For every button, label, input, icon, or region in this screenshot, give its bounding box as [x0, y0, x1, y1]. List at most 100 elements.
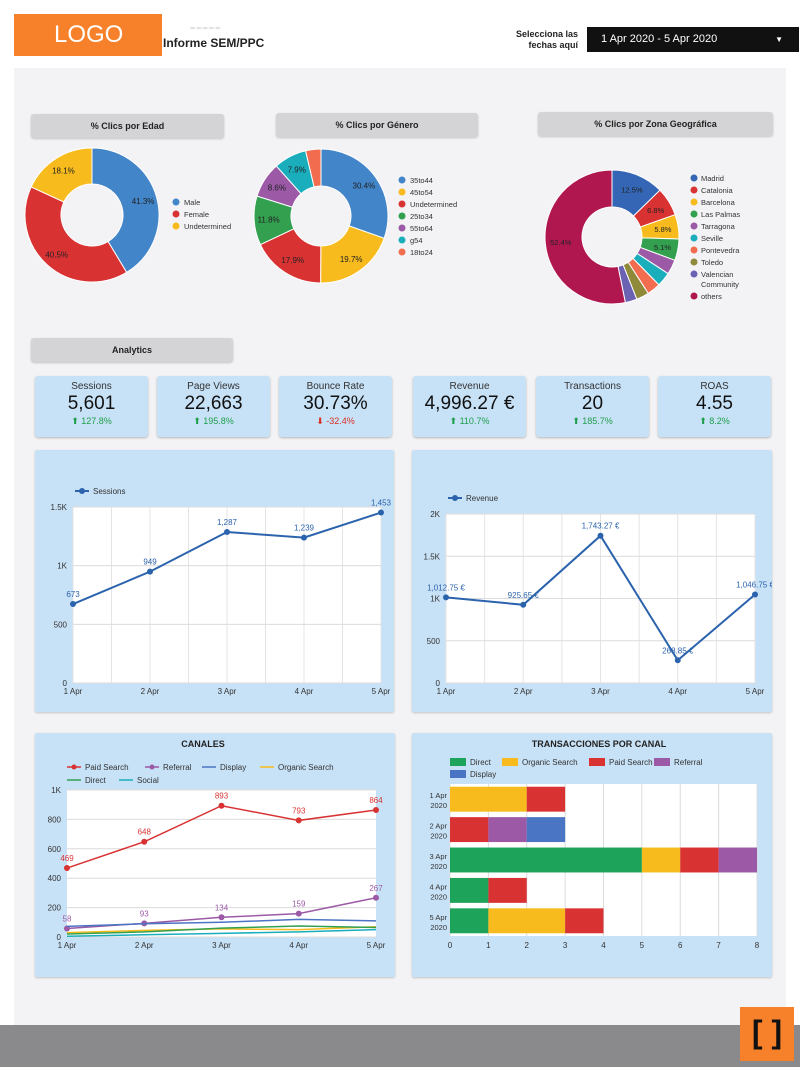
slice-male [91, 147, 160, 274]
y-tick-label: 600 [48, 845, 62, 854]
legend-marker [149, 764, 155, 770]
kpi-delta-value: -32.4% [326, 416, 355, 426]
bar-segment-direct [450, 877, 489, 903]
bar-segment-display [526, 817, 566, 843]
date-label: Selecciona las fechas aquí [515, 29, 578, 50]
legend-label: Referral [163, 763, 192, 772]
y-tick-label: 1K [430, 595, 440, 604]
date-range-value: 1 Apr 2020 - 5 Apr 2020 [601, 33, 718, 45]
kpi-label: Revenue [449, 381, 490, 392]
slice-label: 7.9% [288, 165, 306, 174]
kpi-card-roas: ROAS 4.55 ⬆ 8.2% [658, 376, 771, 437]
x-tick-label: 5 Apr [372, 687, 391, 696]
legend-swatch [450, 770, 466, 778]
age-donut-chart: 41.3% 40.5% 18.1% Male Female Undetermined [24, 147, 231, 283]
date-range-selector[interactable]: 1 Apr 2020 - 5 Apr 2020 ▼ [587, 27, 799, 52]
data-point [378, 509, 384, 516]
bar-segment-organic-search [450, 786, 527, 812]
bar-segment-paid-search [488, 877, 527, 903]
slice-others [544, 169, 626, 305]
data-label: 793 [292, 806, 306, 815]
arrow-up-icon: ⬆ [71, 416, 82, 426]
y-tick-label: 4 Apr [429, 882, 447, 891]
geo-title: % Clics por Zona Geográfica [538, 112, 773, 136]
kpi-delta: ⬆ 8.2% [658, 416, 771, 427]
legend-label: others [701, 292, 722, 301]
legend-label: Toledo [701, 258, 723, 267]
x-tick-label: 3 [563, 941, 568, 950]
y-tick-label: 0 [436, 679, 441, 688]
data-label: 268.85 € [662, 646, 694, 655]
y-tick-label: 500 [54, 620, 68, 629]
legend-label: Sessions [93, 487, 125, 496]
x-tick-label: 6 [678, 941, 683, 950]
legend-label: Las Palmas [701, 210, 740, 219]
slice-18to24 [304, 148, 322, 188]
x-tick-label: 7 [716, 941, 721, 950]
legend-swatch [589, 758, 605, 766]
bar-segment-paid-search [680, 847, 719, 873]
legend-label: Revenue [466, 494, 499, 503]
header-bar: LOGO ~~~~~ Informe SEM/PPC Selecciona la… [0, 0, 800, 66]
data-label: 58 [63, 914, 72, 923]
data-point [64, 865, 70, 872]
kpi-delta: ⬆ 110.7% [413, 416, 526, 427]
bar-segment-referral [718, 847, 757, 873]
data-point [443, 594, 449, 601]
bar-segment-paid-search [526, 786, 566, 812]
x-tick-label: 5 [640, 941, 645, 950]
legend-swatch [398, 224, 406, 232]
data-point [218, 914, 225, 921]
y-tick-label: 2K [430, 510, 440, 519]
y-tick-label: 2020 [430, 862, 447, 871]
data-point [218, 802, 225, 809]
bar-segment-organic-search [488, 908, 566, 934]
data-label: 1,743.27 € [582, 522, 620, 531]
series-line-display [66, 918, 377, 928]
y-tick-label: 1 Apr [429, 791, 447, 800]
age-title: % Clics por Edad [31, 114, 224, 138]
kpi-label: ROAS [700, 381, 729, 392]
footer-bar [0, 1025, 800, 1067]
data-point [520, 601, 527, 608]
kpi-delta-value: 8.2% [709, 416, 730, 426]
legend-label: 45to54 [410, 188, 433, 197]
bracket-icon: [ ] [740, 1007, 794, 1061]
legend-label: Undetermined [410, 200, 457, 209]
legend-label: Female [184, 210, 209, 219]
slice-label: 40.5% [45, 251, 68, 260]
legend-swatch [398, 188, 406, 196]
x-tick-label: 1 [486, 941, 491, 950]
slice-female [24, 186, 128, 283]
y-tick-label: 800 [48, 815, 62, 824]
geo-donut-chart: 12.5% 6.8% 5.8% 5.1% 52.4% Madrid Catalonia Bar… [544, 169, 740, 305]
data-label: 893 [215, 792, 229, 801]
y-tick-label: 1K [51, 786, 61, 795]
data-label: 925.65 € [508, 591, 540, 600]
y-tick-label: 2020 [430, 892, 447, 901]
legend-label: Tarragona [701, 222, 736, 231]
kpi-delta-value: 195.8% [203, 416, 234, 426]
kpi-value: 20 [581, 393, 604, 414]
y-tick-label: 2020 [430, 923, 447, 932]
data-label: 949 [143, 558, 157, 567]
x-tick-label: 2 Apr [141, 687, 160, 696]
report-title: Informe SEM/PPC [163, 36, 265, 50]
x-tick-label: 8 [755, 941, 760, 950]
slice-label: 8.6% [268, 184, 286, 193]
data-label: 1,239 [294, 524, 315, 533]
legend-swatch [690, 258, 698, 266]
legend-label: Seville [701, 234, 723, 243]
kpi-card-transactions: Transactions 20 ⬆ 185.7% [536, 376, 649, 437]
legend-label: Social [137, 776, 159, 785]
y-tick-label: 0 [63, 679, 68, 688]
slice-label: 41.3% [132, 197, 155, 206]
data-point [147, 568, 153, 575]
data-point [597, 532, 604, 539]
legend-label: Organic Search [522, 758, 578, 767]
legend-label: Undetermined [184, 222, 231, 231]
bar-segment-paid-search [565, 908, 604, 934]
slice-label: 5.8% [654, 225, 671, 234]
data-label: 864 [369, 796, 383, 805]
slice-label: 19.7% [340, 255, 363, 264]
